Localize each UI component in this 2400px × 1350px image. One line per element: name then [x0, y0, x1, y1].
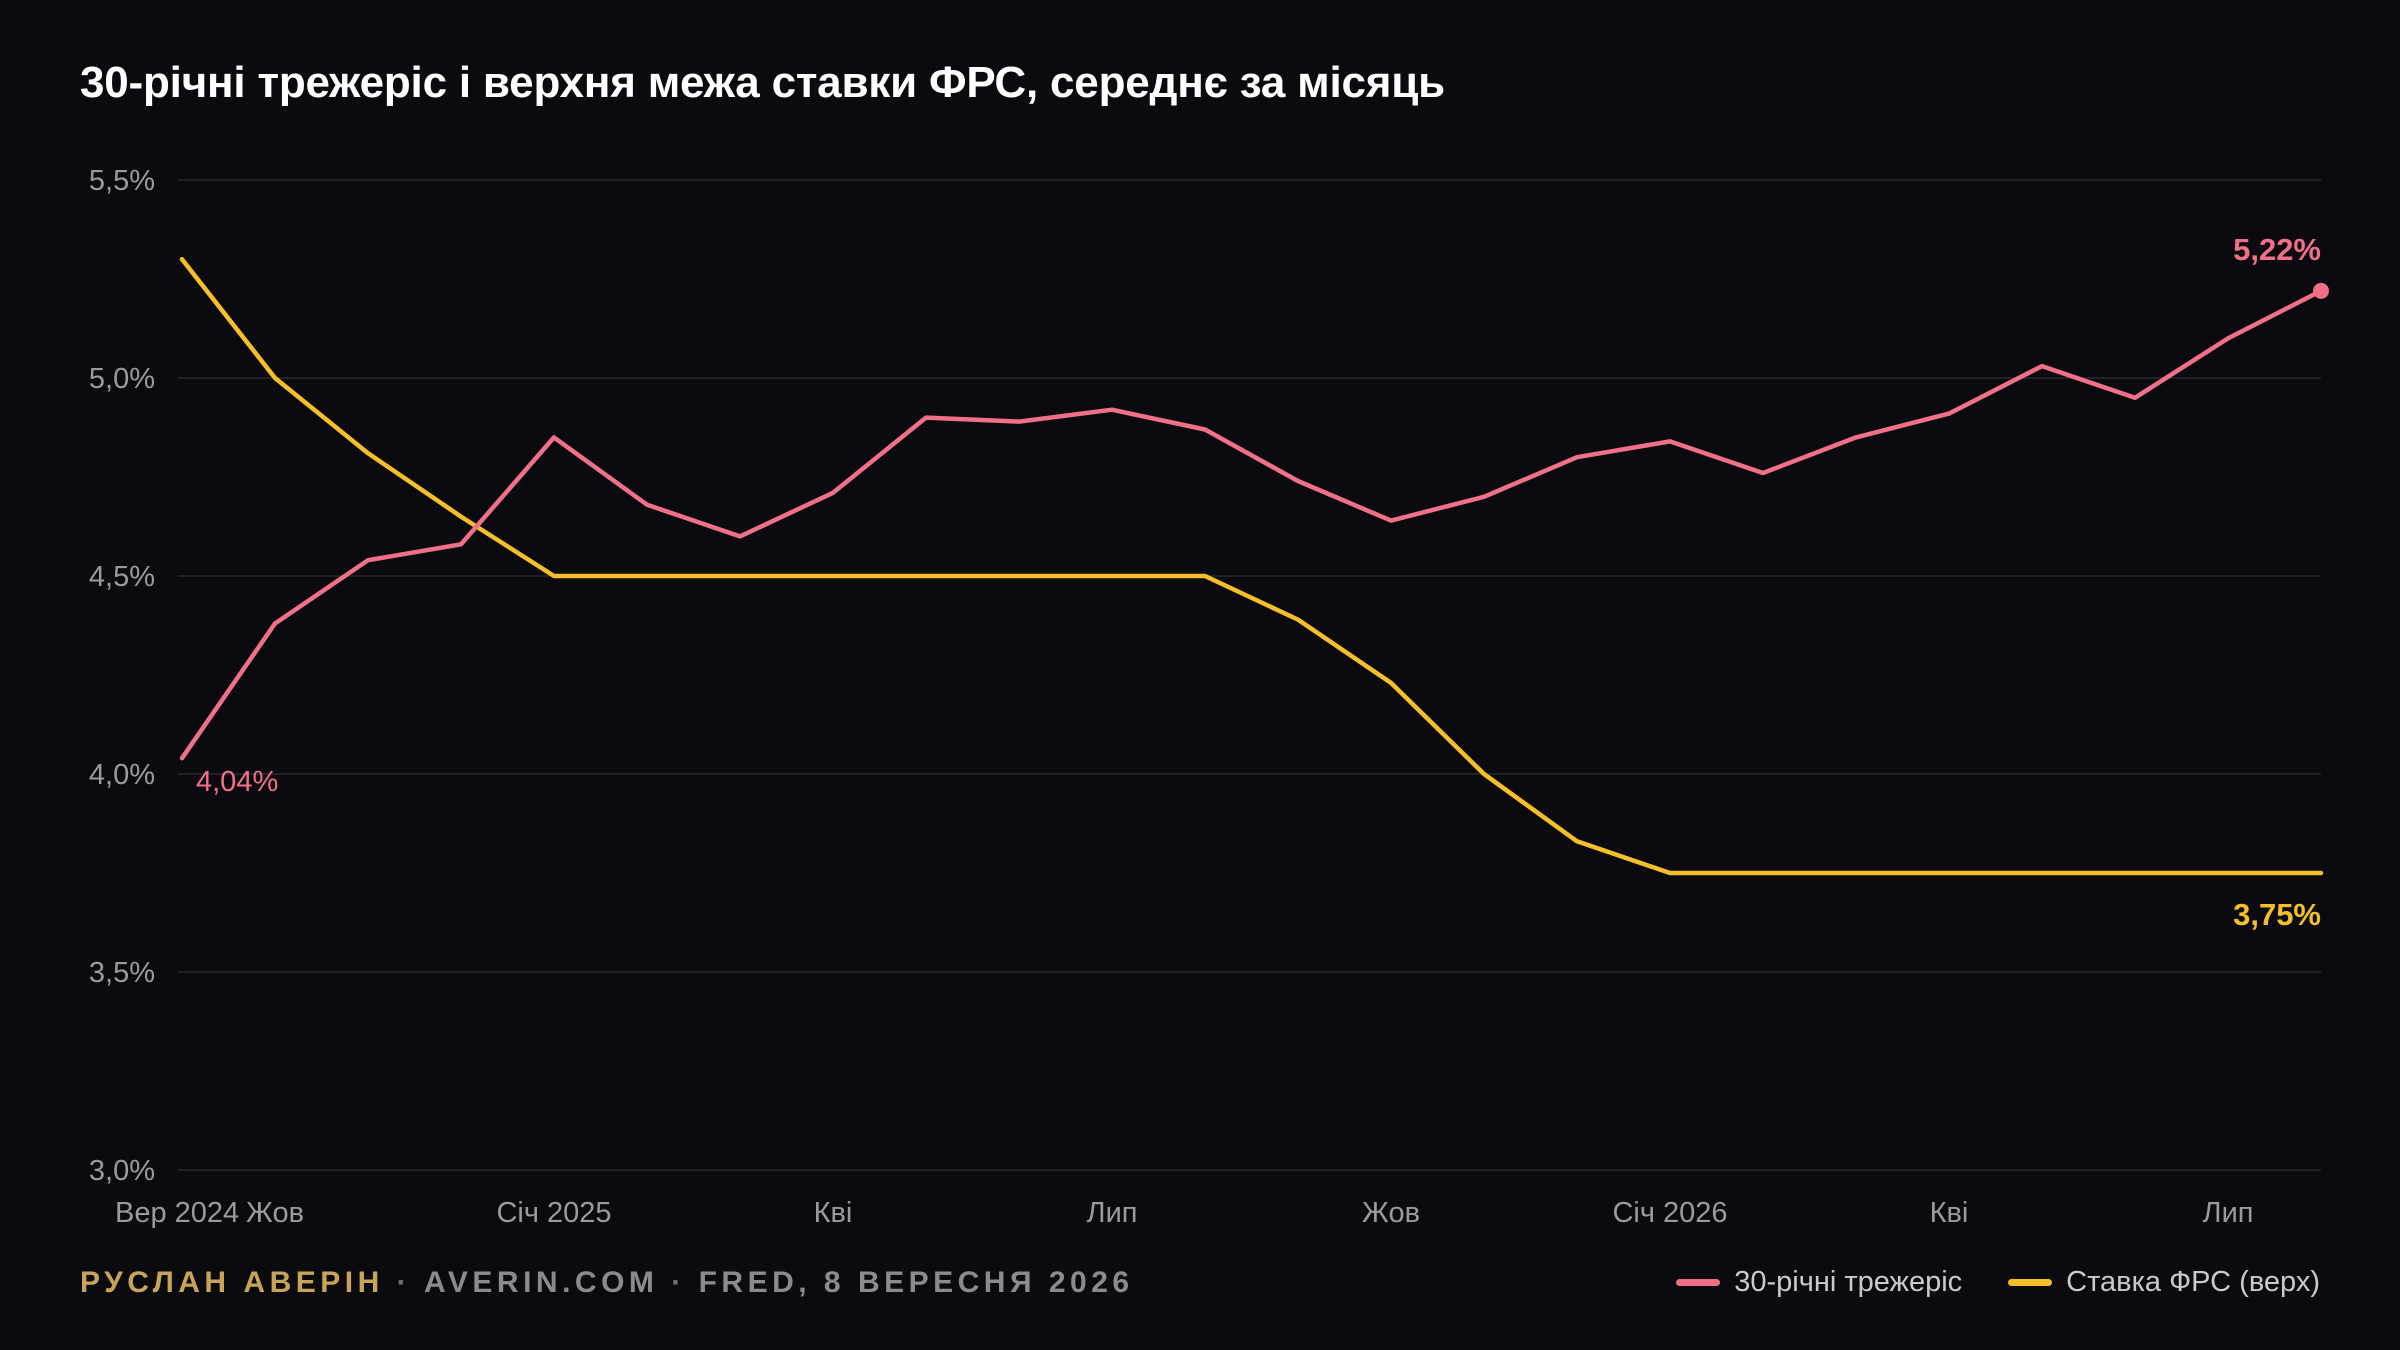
footer-separator: ·	[396, 1266, 412, 1299]
y-tick-label: 5,0%	[89, 363, 155, 395]
chart-title: 30-річні трежеріс і верхня межа ставки Ф…	[80, 58, 1445, 107]
x-tick-label: Кві	[1930, 1197, 1969, 1229]
data-labels: 5,22% 4,04% 3,75%	[196, 232, 2329, 932]
legend-item-treasury: 30-річні трежеріс	[1676, 1266, 1962, 1299]
x-tick-label: Січ 2026	[1612, 1197, 1727, 1229]
x-tick-label: Жов	[1362, 1197, 1420, 1229]
y-tick-label: 5,5%	[89, 165, 155, 197]
series-line-treasury	[179, 288, 2324, 761]
data-source: FRED, 8 ВЕРЕСНЯ 2026	[698, 1266, 1134, 1299]
footer-credit: РУСЛАН АВЕРІН · AVERIN.COM · FRED, 8 ВЕР…	[80, 1266, 1134, 1300]
x-tick-label: Кві	[814, 1197, 853, 1229]
x-tick-label: Жов	[246, 1197, 304, 1229]
footer-separator: ·	[671, 1266, 686, 1299]
series-line-fed	[179, 256, 2324, 876]
author-name: РУСЛАН АВЕРІН	[80, 1266, 384, 1299]
x-tick-label: Вер 2024	[115, 1197, 239, 1229]
grid-lines	[178, 179, 2321, 1171]
fed-end-label: 3,75%	[2233, 897, 2321, 932]
y-tick-label: 3,5%	[89, 957, 155, 989]
x-axis-ticks: Вер 2024 Жов Січ 2025 Кві Лип Жов Січ 2026 Кві Л…	[115, 1197, 2253, 1229]
y-axis-ticks: 3,0% 3,5% 4,0% 4,5% 5,0% 5,5%	[89, 165, 155, 1187]
y-tick-label: 3,0%	[89, 1155, 155, 1187]
y-tick-label: 4,0%	[89, 759, 155, 791]
legend-label-treasury: 30-річні трежеріс	[1734, 1266, 1963, 1298]
y-tick-label: 4,5%	[89, 561, 155, 593]
site-link[interactable]: AVERIN.COM	[423, 1266, 659, 1299]
x-tick-label: Січ 2025	[496, 1197, 611, 1229]
x-tick-label: Лип	[2203, 1197, 2254, 1229]
legend-item-fed: Ставка ФРС (верх)	[2008, 1266, 2320, 1299]
legend-swatch-fed	[2008, 1279, 2053, 1286]
end-point-marker	[2313, 282, 2329, 299]
treasury-end-label: 5,22%	[2233, 232, 2321, 267]
legend-swatch-treasury	[1676, 1279, 1721, 1286]
treasury-start-label: 4,04%	[196, 766, 278, 798]
x-tick-label: Лип	[1087, 1197, 1138, 1229]
series-lines	[179, 256, 2324, 876]
chart-legend: 30-річні трежеріс Ставка ФРС (верх)	[1676, 1266, 2320, 1299]
legend-label-fed: Ставка ФРС (верх)	[2066, 1266, 2320, 1298]
